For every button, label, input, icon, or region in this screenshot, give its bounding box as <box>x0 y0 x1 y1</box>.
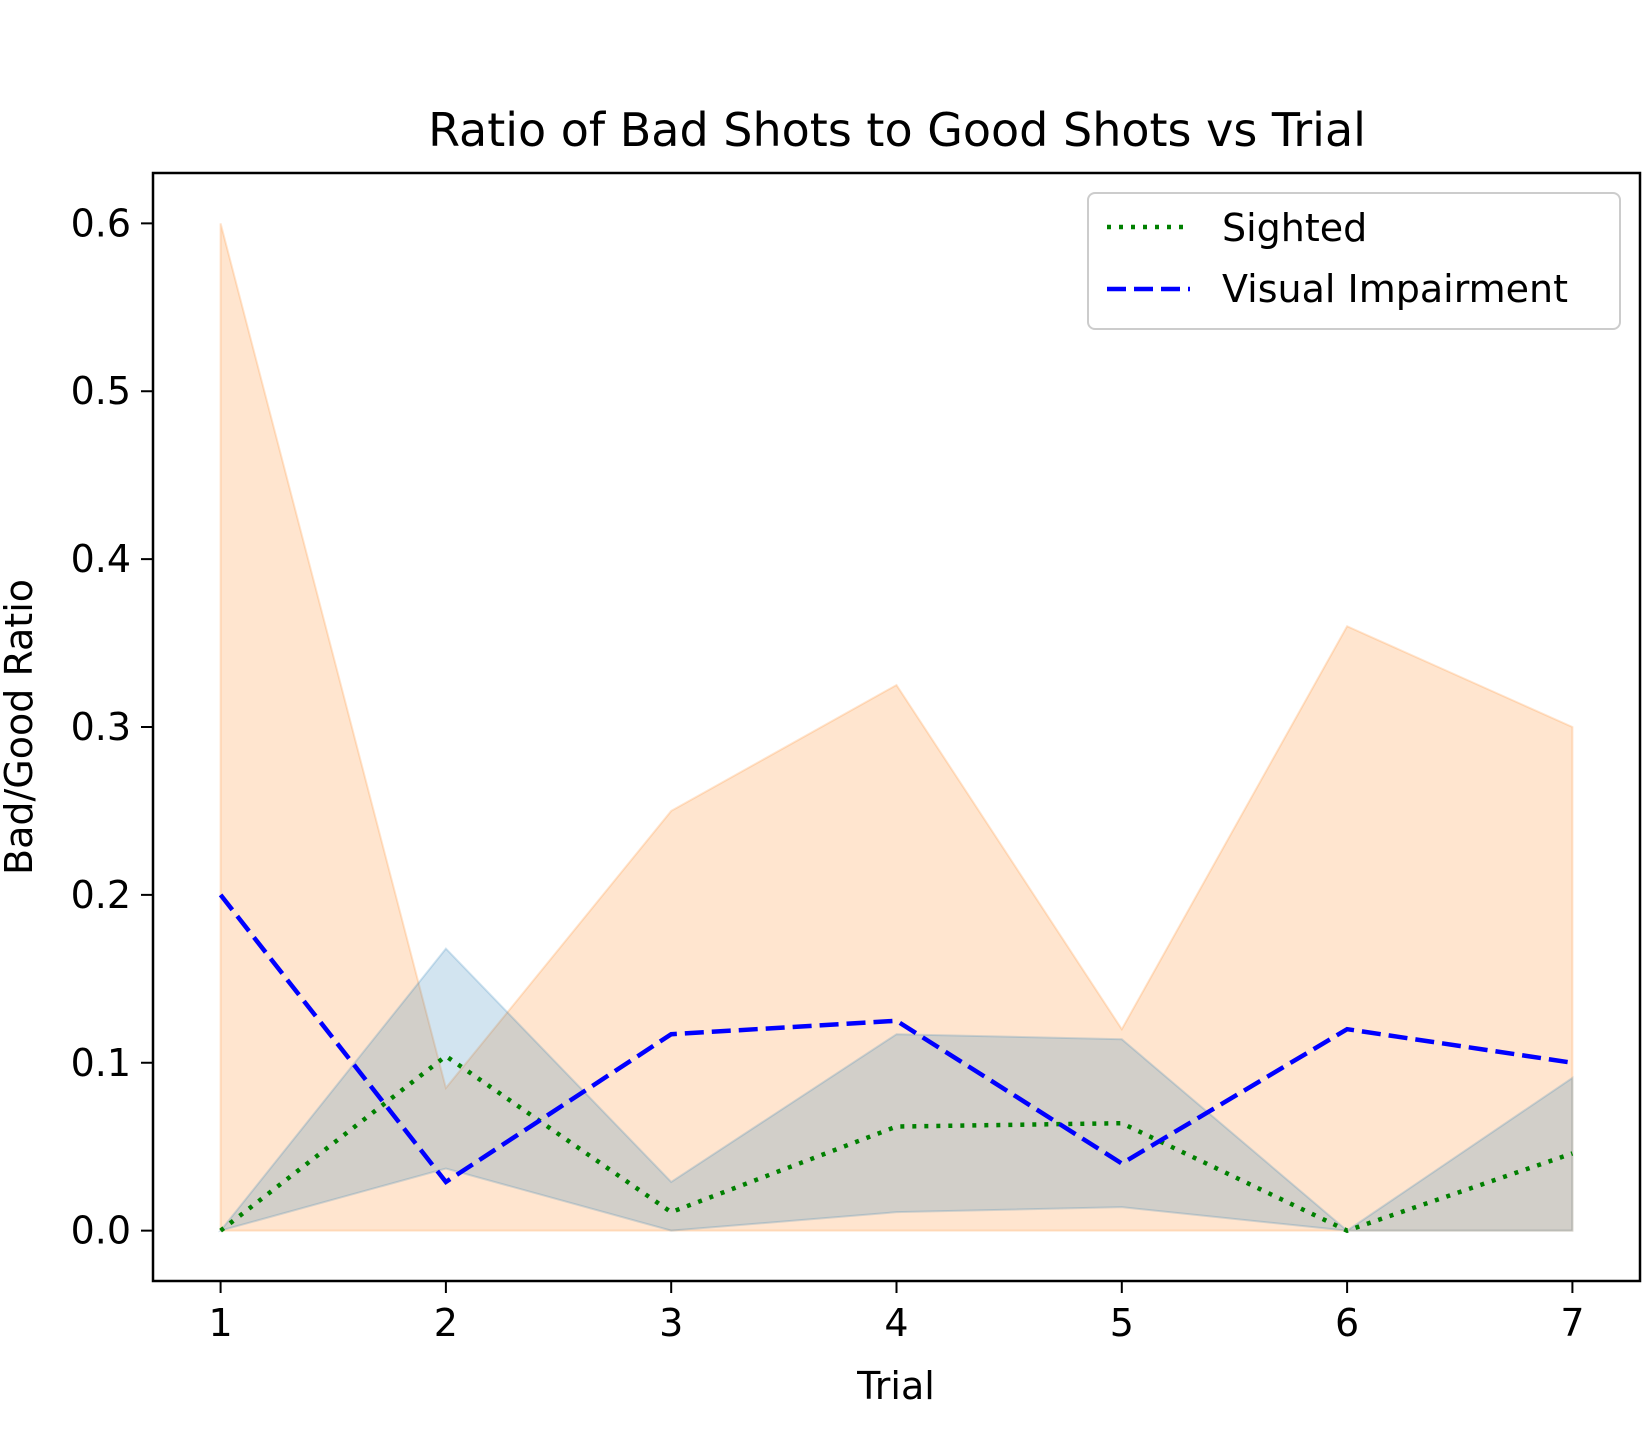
y-tick-label: 0.1 <box>71 1041 131 1085</box>
y-tick-label: 0.6 <box>71 201 131 245</box>
y-tick-label: 0.3 <box>71 705 131 749</box>
y-tick-label: 0.4 <box>71 537 131 581</box>
x-axis-label: Trial <box>856 1364 935 1408</box>
legend: Sighted Visual Impairment <box>1087 192 1621 330</box>
x-tick-label: 4 <box>884 1301 908 1345</box>
confidence-bands <box>217 223 1574 1233</box>
y-axis-label: Bad/Good Ratio <box>0 579 41 875</box>
y-tick-label: 0.2 <box>71 873 131 917</box>
y-tick-label: 0.0 <box>71 1209 131 1253</box>
series-lines <box>218 893 1574 1234</box>
x-tick-label: 3 <box>659 1301 683 1345</box>
legend-box <box>1087 192 1621 330</box>
y-axis-ticks: 0.0 0.1 0.2 0.3 0.4 0.5 0.6 <box>71 201 153 1253</box>
x-tick-label: 5 <box>1110 1301 1134 1345</box>
legend-label-visual-impairment: Visual Impairment <box>1222 267 1568 311</box>
x-tick-label: 2 <box>434 1301 458 1345</box>
x-tick-label: 6 <box>1335 1301 1359 1345</box>
y-tick-label: 0.5 <box>71 369 131 413</box>
x-axis-ticks: 1 2 3 4 5 6 7 <box>208 1281 1585 1345</box>
x-tick-label: 1 <box>208 1301 232 1345</box>
chart-title: Ratio of Bad Shots to Good Shots vs Tria… <box>428 103 1366 157</box>
x-tick-label: 7 <box>1560 1301 1584 1345</box>
legend-label-sighted: Sighted <box>1222 206 1367 250</box>
band-visual-impairment <box>219 223 1574 1232</box>
